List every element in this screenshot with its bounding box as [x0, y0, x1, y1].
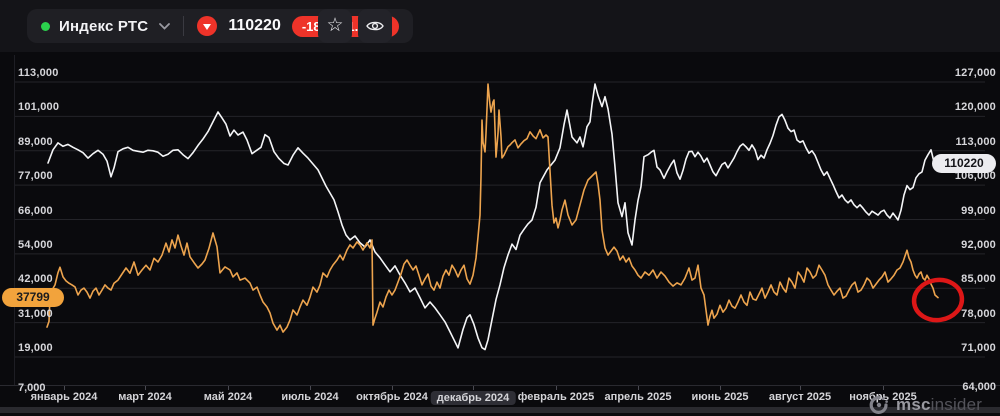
x-axis-label: май 2024	[203, 391, 253, 403]
x-axis-label: февраль 2025	[517, 391, 595, 403]
chart-pane[interactable]: mscinsider	[0, 52, 1000, 416]
right-axis-label: 99,000	[961, 204, 996, 217]
x-axis-label: декабрь 2024	[430, 391, 516, 405]
time-axis[interactable]: январь 2024 март 2024 май 2024 июль 2024 окт…	[0, 385, 1000, 408]
toolbar-divider	[183, 16, 185, 36]
bottom-edge-strip	[0, 407, 1000, 413]
left-axis-label: 77,000	[18, 170, 53, 183]
x-axis-label: июль 2024	[281, 391, 339, 403]
market-status-dot	[41, 21, 50, 31]
x-axis-label: апрель 2025	[604, 391, 672, 403]
x-axis-tick	[310, 386, 311, 390]
right-axis-label: 78,000	[961, 307, 996, 320]
right-axis-label: 92,000	[961, 238, 996, 251]
last-price: 110220	[228, 17, 281, 34]
left-axis-label: 19,000	[18, 342, 53, 354]
left-axis-label: 54,000	[18, 238, 53, 251]
left-axis-label: 101,000	[18, 101, 60, 114]
chart-svg	[14, 55, 985, 385]
x-axis-tick	[883, 386, 884, 390]
right-axis-bottom-label: 64,000	[962, 381, 996, 393]
watermark-bold: msc	[896, 395, 931, 414]
chevron-down-icon[interactable]	[159, 22, 171, 30]
x-axis-label: ноябрь 2025	[849, 391, 917, 403]
left-axis-label: 66,000	[18, 204, 53, 217]
x-axis-tick	[473, 386, 474, 390]
x-axis-tick	[64, 386, 65, 390]
watchlist-eye-button[interactable]	[358, 9, 392, 43]
watermark: mscinsider	[868, 394, 982, 416]
x-axis-label: январь 2024	[30, 391, 98, 403]
right-axis-label: 85,000	[961, 273, 996, 286]
symbol-name: Индекс РТС	[59, 17, 149, 35]
x-axis-tick	[556, 386, 557, 390]
eye-icon	[366, 21, 384, 31]
x-axis-label: июнь 2025	[691, 391, 749, 403]
symbol-legend[interactable]: Индекс РТС 110220 -1840 (-1.64%)	[27, 9, 413, 43]
x-axis-label: август 2025	[768, 391, 832, 403]
x-axis-tick	[145, 386, 146, 390]
x-axis-tick	[720, 386, 721, 390]
right-axis-label: 127,000	[954, 67, 996, 79]
x-axis-tick	[228, 386, 229, 390]
series-line-right	[47, 83, 938, 351]
right-price-badge: 110220	[932, 154, 996, 174]
right-axis-label: 71,000	[961, 342, 996, 354]
direction-down-icon	[197, 16, 218, 36]
x-axis-tick	[800, 386, 801, 390]
x-axis-label: октябрь 2024	[356, 391, 428, 403]
mscinsider-logo-icon	[869, 396, 888, 414]
star-icon: ☆	[326, 14, 344, 36]
watermark-light: insider	[930, 395, 983, 414]
x-axis-label: март 2024	[118, 391, 172, 403]
favorite-button[interactable]: ☆	[318, 9, 352, 43]
x-axis-tick	[392, 386, 393, 390]
left-axis-label: 42,000	[18, 273, 53, 286]
left-axis-label: 89,000	[18, 135, 53, 148]
left-axis-bottom-label: 7,000	[18, 382, 46, 394]
series-line-left	[46, 83, 939, 333]
right-axis-label: 106,000	[954, 170, 996, 183]
red-circle-annotation	[911, 277, 965, 323]
left-axis-label: 31,000	[18, 307, 53, 320]
left-price-badge: 37799	[2, 287, 64, 307]
toolbar: Индекс РТС 110220 -1840 (-1.64%) ☆	[0, 0, 1000, 52]
x-axis-tick	[638, 386, 639, 390]
left-axis-label: 113,000	[18, 67, 59, 79]
right-axis-label: 120,000	[954, 101, 996, 114]
right-axis-label: 113,000	[955, 135, 996, 148]
